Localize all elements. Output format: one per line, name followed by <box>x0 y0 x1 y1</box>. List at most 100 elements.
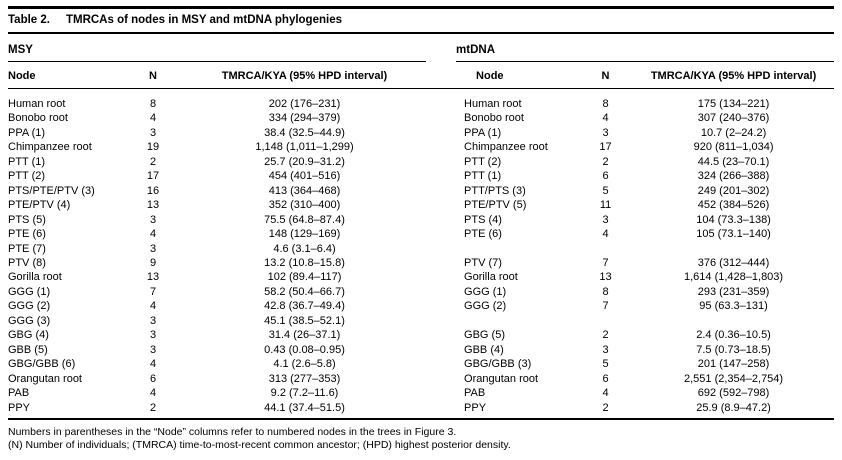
msy-n-cell: 17 <box>146 170 160 183</box>
footnote-1: Numbers in parentheses in the “Node” col… <box>8 425 457 438</box>
table-row: Orangutan root 6 313 (277–353) Orangutan ro… <box>8 372 834 386</box>
mtdna-node-cell: PTT (2) <box>464 155 502 168</box>
mtdna-n-cell: 7 <box>602 256 609 269</box>
group-header-mtdna: mtDNA <box>456 34 835 62</box>
msy-node-cell: GBB (5) <box>8 343 48 356</box>
table-row: GGG (3) 3 45.1 (38.5–52.1) <box>8 314 834 328</box>
mtdna-node-cell: PTE/PTV (5) <box>464 199 527 212</box>
msy-node-cell: Bonobo root <box>8 112 68 125</box>
table-title: TMRCAs of nodes in MSY and mtDNA phyloge… <box>65 14 342 26</box>
table-row: PTS (5) 3 75.5 (64.8–87.4) PTS (4) 3 104 (73.… <box>8 213 834 227</box>
msy-node-cell: PTE (6) <box>8 228 46 241</box>
msy-n-cell: 3 <box>149 126 157 139</box>
mtdna-n-cell <box>578 242 633 256</box>
mtdna-tmrca-cell: 44.5 (23–70.1) <box>697 155 770 168</box>
mtdna-node-cell: Gorilla root <box>464 271 518 284</box>
column-gap <box>426 386 456 400</box>
table-row: GBG/GBB (6) 4 4.1 (2.6–5.8) GBG/GBB (3) 5 201… <box>8 357 834 371</box>
msy-n-cell: 4 <box>149 300 157 313</box>
mtdna-tmrca-cell: 105 (73.1–140) <box>696 228 771 241</box>
msy-tmrca-cell: 44.1 (37.4–51.5) <box>264 401 345 414</box>
column-gap <box>426 357 456 371</box>
msy-node-header: Node <box>8 61 123 89</box>
msy-tmrca-cell: 313 (277–353) <box>268 372 341 385</box>
table-body: Human root 8 202 (176–231) Human root 8 175 (… <box>8 89 834 415</box>
column-gap <box>426 401 456 415</box>
mtdna-tmrca-cell: 692 (592–798) <box>697 387 770 400</box>
footnote-2: (N) Number of individuals; (TMRCA) time-… <box>8 439 511 452</box>
mtdna-n-cell: 2 <box>602 401 609 414</box>
msy-n-cell: 2 <box>149 155 157 168</box>
mtdna-tmrca-cell: 175 (134–221) <box>697 98 770 110</box>
msy-tmrca-cell: 148 (129–169) <box>268 228 341 241</box>
column-gap <box>426 155 456 169</box>
mtdna-n-cell <box>578 314 633 328</box>
mtdna-node-cell <box>456 242 578 256</box>
table-row: PTS/PTE/PTV (3) 16 413 (364–468) PTT/PTS (3… <box>8 184 834 198</box>
msy-node-cell: PPA (1) <box>8 126 46 139</box>
msy-tmrca-cell: 1,148 (1,011–1,299) <box>255 141 354 154</box>
mtdna-n-cell: 6 <box>602 372 609 385</box>
msy-n-cell: 4 <box>149 358 157 371</box>
msy-node-cell: PTS (5) <box>8 213 46 226</box>
mtdna-n-cell: 6 <box>602 170 609 183</box>
mtdna-node-cell: GBG (5) <box>464 329 505 342</box>
column-gap <box>426 328 456 342</box>
msy-node-cell: PTS/PTE/PTV (3) <box>8 184 95 197</box>
msy-n-cell: 16 <box>146 184 160 197</box>
table-row: PPY 2 44.1 (37.4–51.5) PPY 2 25.9 (8.9–47.2) <box>8 401 834 415</box>
msy-tmrca-cell: 102 (89.4–117) <box>267 271 342 284</box>
mtdna-tmrca-cell: 95 (63.3–131) <box>699 300 768 313</box>
msy-tmrca-cell: 9.2 (7.2–11.6) <box>270 387 339 400</box>
msy-node-cell: GGG (3) <box>8 314 51 327</box>
msy-node-cell: Human root <box>8 98 66 110</box>
msy-tmrca-cell: 413 (364–468) <box>268 184 341 197</box>
msy-node-cell: GBG (4) <box>8 329 49 342</box>
msy-tmrca-cell: 4.6 (3.1–6.4) <box>273 242 336 255</box>
column-gap <box>426 198 456 212</box>
mtdna-tmrca-cell: 249 (201–302) <box>697 184 770 197</box>
mtdna-n-header: N <box>578 61 634 89</box>
column-gap <box>426 61 457 89</box>
mtdna-node-cell: GGG (2) <box>464 300 507 313</box>
mtdna-node-cell: GBB (4) <box>464 343 504 356</box>
msy-tmrca-cell: 25.7 (20.9–31.2) <box>264 155 345 168</box>
mtdna-n-cell: 3 <box>602 343 609 356</box>
column-gap <box>426 126 456 140</box>
msy-node-cell: Gorilla root <box>8 271 62 284</box>
mtdna-tmrca-cell: 324 (266–388) <box>697 170 770 183</box>
mtdna-tmrca-cell: 2.4 (0.36–10.5) <box>696 329 771 342</box>
column-gap <box>426 372 456 386</box>
mtdna-node-cell: PTT (1) <box>464 170 502 183</box>
mtdna-node-cell <box>456 314 578 328</box>
msy-n-cell: 3 <box>149 343 157 356</box>
mtdna-n-cell: 4 <box>602 112 609 125</box>
table-row: PTE/PTV (4) 13 352 (310–400) PTE/PTV (5) 11 4… <box>8 198 834 212</box>
mtdna-tmrca-header: TMRCA/KYA (95% HPD interval) <box>633 61 835 89</box>
msy-node-cell: GGG (2) <box>8 300 51 313</box>
msy-node-cell: GGG (1) <box>8 285 51 298</box>
mtdna-node-cell: PTT/PTS (3) <box>464 184 526 197</box>
mtdna-tmrca-cell <box>633 242 834 256</box>
mtdna-node-cell: PPY <box>464 401 487 414</box>
msy-tmrca-cell: 334 (294–379) <box>268 112 341 125</box>
msy-tmrca-cell: 13.2 (10.8–15.8) <box>264 256 345 269</box>
msy-n-cell: 6 <box>149 372 157 385</box>
footnotes: Numbers in parentheses in the “Node” col… <box>8 420 834 453</box>
mtdna-n-cell: 2 <box>602 329 609 342</box>
mtdna-node-cell: PPA (1) <box>464 126 502 139</box>
mtdna-tmrca-cell: 452 (384–526) <box>697 199 770 212</box>
msy-n-header: N <box>123 61 183 89</box>
mtdna-tmrca-cell: 7.5 (0.73–18.5) <box>696 343 771 356</box>
msy-node-cell: Orangutan root <box>8 372 82 385</box>
mtdna-n-cell: 5 <box>602 358 609 371</box>
mtdna-n-cell: 4 <box>602 228 609 241</box>
msy-n-cell: 19 <box>146 141 160 154</box>
msy-n-cell: 7 <box>149 285 157 298</box>
column-gap <box>426 343 456 357</box>
mtdna-node-cell: PTE (6) <box>464 228 502 241</box>
table-row: Chimpanzee root 19 1,148 (1,011–1,299) Chim… <box>8 140 834 154</box>
mtdna-node-cell: Chimpanzee root <box>464 141 548 154</box>
mtdna-n-cell: 11 <box>599 199 612 212</box>
